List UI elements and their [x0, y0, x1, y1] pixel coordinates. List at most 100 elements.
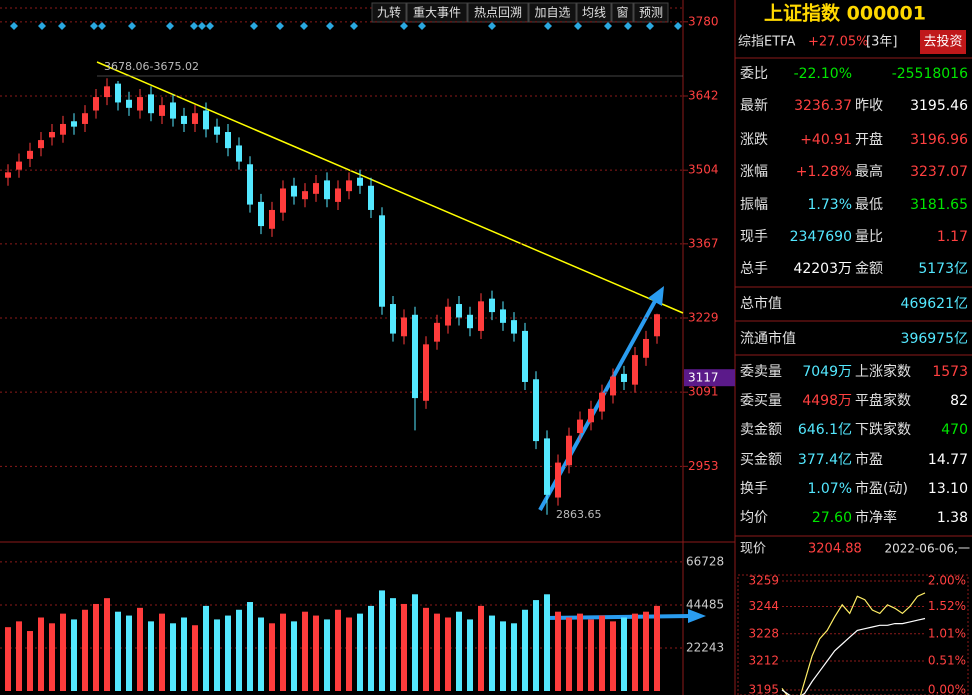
price-label: 现价	[740, 542, 766, 557]
quote-value: 14.77	[928, 452, 968, 468]
candle-body	[357, 177, 363, 186]
toolbar-button[interactable]	[371, 2, 407, 23]
candle-body	[654, 314, 660, 337]
quote-value: 2347690	[790, 229, 852, 245]
volume-bar	[577, 613, 583, 691]
volume-bar	[104, 598, 110, 691]
candle-body	[533, 379, 539, 442]
toolbar-button[interactable]	[467, 2, 529, 23]
volume-bar	[82, 609, 88, 691]
volume-bar	[632, 613, 638, 691]
volume-bar	[654, 605, 660, 691]
candle-body	[148, 94, 154, 114]
button-label[interactable]: 去投资	[923, 34, 962, 50]
trend-line	[96, 61, 684, 314]
mini-frame	[737, 574, 969, 695]
candle-body	[38, 140, 44, 149]
toolbar-label[interactable]: 预测	[639, 6, 663, 20]
etf-name: 综指ETFA	[738, 35, 795, 50]
volume-bar	[203, 605, 209, 691]
volume-bar	[335, 609, 341, 691]
volume-bar	[27, 631, 33, 691]
volume-bar	[500, 621, 506, 691]
volume-bar	[49, 623, 55, 691]
toolbar-label[interactable]: 均线	[582, 6, 606, 20]
volume-bar	[489, 615, 495, 691]
candle-body	[445, 306, 451, 326]
quote-value: 1.07%	[808, 481, 852, 497]
quote-value: 42203万	[793, 261, 852, 277]
candle-body	[269, 209, 275, 229]
markers	[10, 22, 682, 30]
candle-body	[555, 462, 561, 498]
candle-body	[544, 438, 550, 495]
toolbar-button[interactable]	[611, 2, 634, 23]
y-tick-label: 44485	[686, 597, 724, 611]
current-price-label: 3117	[688, 371, 719, 385]
candle-body	[280, 188, 286, 213]
quote-label: 现手	[740, 229, 768, 245]
candle-body	[291, 185, 297, 197]
toolbar-label[interactable]: 重大事件	[413, 6, 461, 20]
volume-bar	[302, 611, 308, 691]
candle-body	[82, 113, 88, 124]
quote-label: 金额	[855, 261, 883, 277]
candle-body	[577, 419, 583, 434]
date: 2022-06-06,一	[884, 542, 970, 556]
candle-body	[170, 102, 176, 119]
y2-tick-label: 0.00%	[928, 683, 966, 695]
volume-bar	[566, 617, 572, 691]
candle-body	[522, 330, 528, 382]
toolbar-label[interactable]: 加自选	[534, 6, 570, 20]
quote-value: 27.60	[812, 510, 852, 526]
volume-bar	[126, 615, 132, 691]
quote-value: 1573	[932, 364, 968, 380]
mini-line	[781, 617, 926, 695]
quote-value: 469621亿	[901, 296, 968, 312]
quote-value: 3236.37	[794, 98, 852, 114]
toolbar-label[interactable]: 热点回溯	[474, 5, 522, 20]
toolbar-label[interactable]: 窗	[616, 6, 628, 20]
candle-body	[258, 201, 264, 227]
volume-bar	[5, 627, 11, 691]
quote-label: 振幅	[740, 197, 768, 213]
quote-label: 市盈(动)	[855, 480, 908, 497]
candle-body	[346, 180, 352, 192]
quote-label: 委买量	[740, 393, 782, 409]
quote-value: 13.10	[928, 481, 968, 497]
volume-bar	[522, 609, 528, 691]
quote-label: 市盈	[855, 451, 883, 468]
candle-body	[423, 344, 429, 401]
y-tick-label: 3195	[748, 683, 779, 695]
invest-button[interactable]	[920, 30, 966, 54]
toolbar-button[interactable]	[528, 2, 577, 23]
candle-body	[621, 373, 627, 382]
quote-value: 3181.65	[910, 197, 968, 213]
candle-body	[324, 180, 330, 200]
toolbar-button[interactable]	[576, 2, 612, 23]
quote-value: 4498万	[802, 393, 852, 409]
candle-body	[137, 97, 143, 111]
quote-label: 卖金额	[740, 422, 782, 438]
candle-body	[610, 376, 616, 396]
quote-label: 均价	[740, 510, 768, 526]
candle-body	[467, 314, 473, 329]
candle-body	[27, 150, 33, 159]
candle-body	[401, 317, 407, 337]
candle-body	[643, 338, 649, 358]
toolbar-label[interactable]: 九转	[377, 5, 401, 20]
candle-body	[192, 113, 198, 124]
quote-value: 1.17	[937, 229, 968, 245]
y-tick-label: 66728	[686, 554, 724, 568]
candle-body	[5, 172, 11, 178]
candle-body	[566, 435, 572, 466]
volume-bar	[214, 619, 220, 691]
volume-bar	[423, 607, 429, 691]
quote-label: 买金额	[740, 452, 782, 468]
etf-period: [3年]	[866, 35, 897, 50]
quote-label: 涨跌	[740, 132, 768, 148]
quote-value: +40.91	[800, 132, 852, 148]
candle-body	[115, 83, 121, 103]
quote-value: 7049万	[802, 364, 852, 380]
